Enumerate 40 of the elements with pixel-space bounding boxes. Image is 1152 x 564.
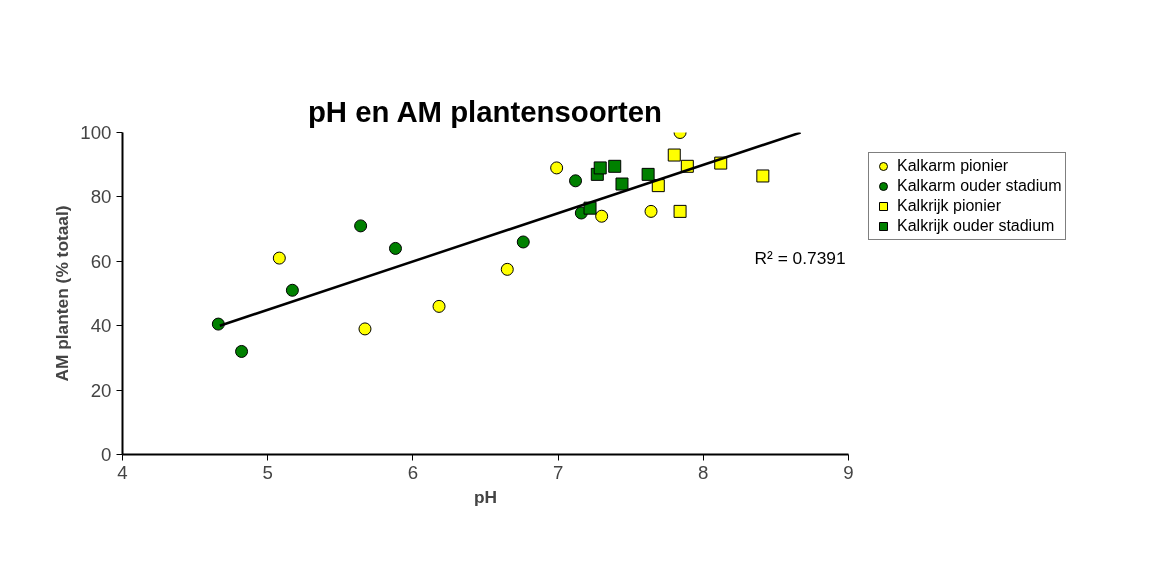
y-tick-label: 100 (80, 122, 112, 143)
point (673, 204, 687, 218)
point (388, 241, 402, 255)
point (756, 169, 770, 183)
y-tick-label: 80 (90, 186, 112, 208)
point (667, 148, 681, 162)
y-tick-label: 20 (90, 379, 112, 401)
point (516, 235, 530, 249)
y-tick-label: 40 (90, 315, 112, 337)
y-axis-title: AM planten (% totaal) (52, 205, 73, 382)
x-tick-label: 4 (117, 461, 128, 483)
x-axis-title: pH (473, 486, 498, 507)
x-tick-label: 9 (843, 461, 854, 483)
x-tick-label: 6 (407, 461, 419, 483)
point (593, 161, 607, 175)
point (608, 159, 622, 173)
y-tick-label: 60 (90, 250, 112, 272)
legend-label: Kalkarm pionier (897, 157, 1009, 175)
point (615, 177, 629, 191)
point (641, 167, 655, 181)
point (550, 161, 564, 175)
y-tick-label: 0 (101, 444, 112, 465)
point (235, 344, 249, 358)
point (354, 219, 368, 233)
x-tick-label: 8 (698, 461, 709, 483)
legend-label: Kalkarm ouder stadium (897, 177, 1062, 195)
point (500, 262, 514, 276)
chart-title: pH en AM plantensoorten (307, 94, 663, 128)
point (272, 251, 286, 265)
legend-label: Kalkrijk pionier (897, 197, 1002, 215)
point (595, 209, 609, 223)
point (358, 322, 372, 336)
point (432, 299, 446, 313)
x-tick-label: 7 (552, 461, 564, 483)
point (285, 283, 299, 297)
point (644, 204, 658, 218)
annotation: R² = 0.7391 (754, 247, 846, 268)
legend-label: Kalkrijk ouder stadium (897, 217, 1055, 235)
point (569, 174, 583, 188)
x-tick-label: 5 (262, 461, 273, 483)
